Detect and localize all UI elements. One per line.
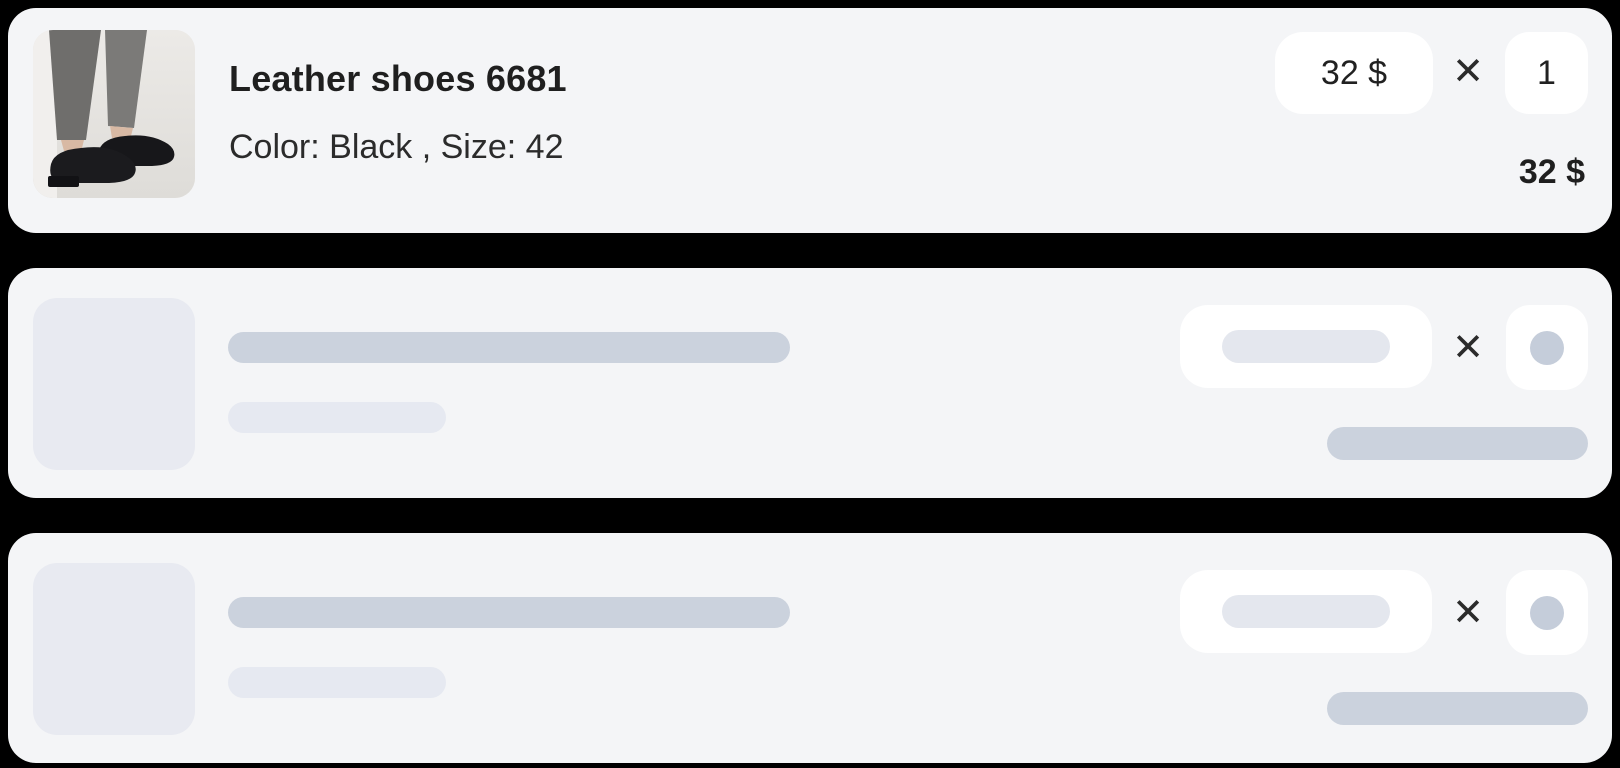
product-title: Leather shoes 6681 — [229, 58, 567, 99]
skeleton-image-placeholder — [33, 563, 195, 735]
skeleton-quantity-box — [1506, 570, 1588, 655]
item-total-price: 32 $ — [1518, 153, 1585, 191]
unit-price-pill: 32 $ — [1275, 32, 1433, 114]
cart-item-card: Leather shoes 6681 Color: Black , Size: … — [8, 8, 1612, 233]
skeleton-quantity-dot — [1530, 595, 1564, 630]
skeleton-subtitle-bar — [228, 667, 446, 698]
skeleton-price-bar — [1222, 595, 1390, 628]
skeleton-total-bar — [1327, 692, 1588, 725]
product-photo — [33, 30, 195, 198]
multiply-icon: ✕ — [1452, 327, 1484, 369]
cart-item-skeleton-card: ✕ — [8, 268, 1612, 498]
multiply-icon: ✕ — [1452, 51, 1484, 93]
multiply-icon: ✕ — [1452, 592, 1484, 634]
quantity-box[interactable]: 1 — [1505, 32, 1588, 114]
skeleton-quantity-box — [1506, 305, 1588, 390]
leather-shoes-photo — [33, 30, 195, 198]
cart-item-skeleton-card: ✕ — [8, 533, 1612, 763]
skeleton-total-bar — [1327, 427, 1588, 460]
skeleton-title-bar — [228, 597, 790, 628]
skeleton-price-bar — [1222, 330, 1390, 363]
skeleton-subtitle-bar — [228, 402, 446, 433]
skeleton-price-pill — [1180, 570, 1432, 653]
product-attributes: Color: Black , Size: 42 — [229, 128, 564, 166]
skeleton-image-placeholder — [33, 298, 195, 470]
skeleton-price-pill — [1180, 305, 1432, 388]
skeleton-title-bar — [228, 332, 790, 363]
skeleton-quantity-dot — [1530, 330, 1564, 365]
